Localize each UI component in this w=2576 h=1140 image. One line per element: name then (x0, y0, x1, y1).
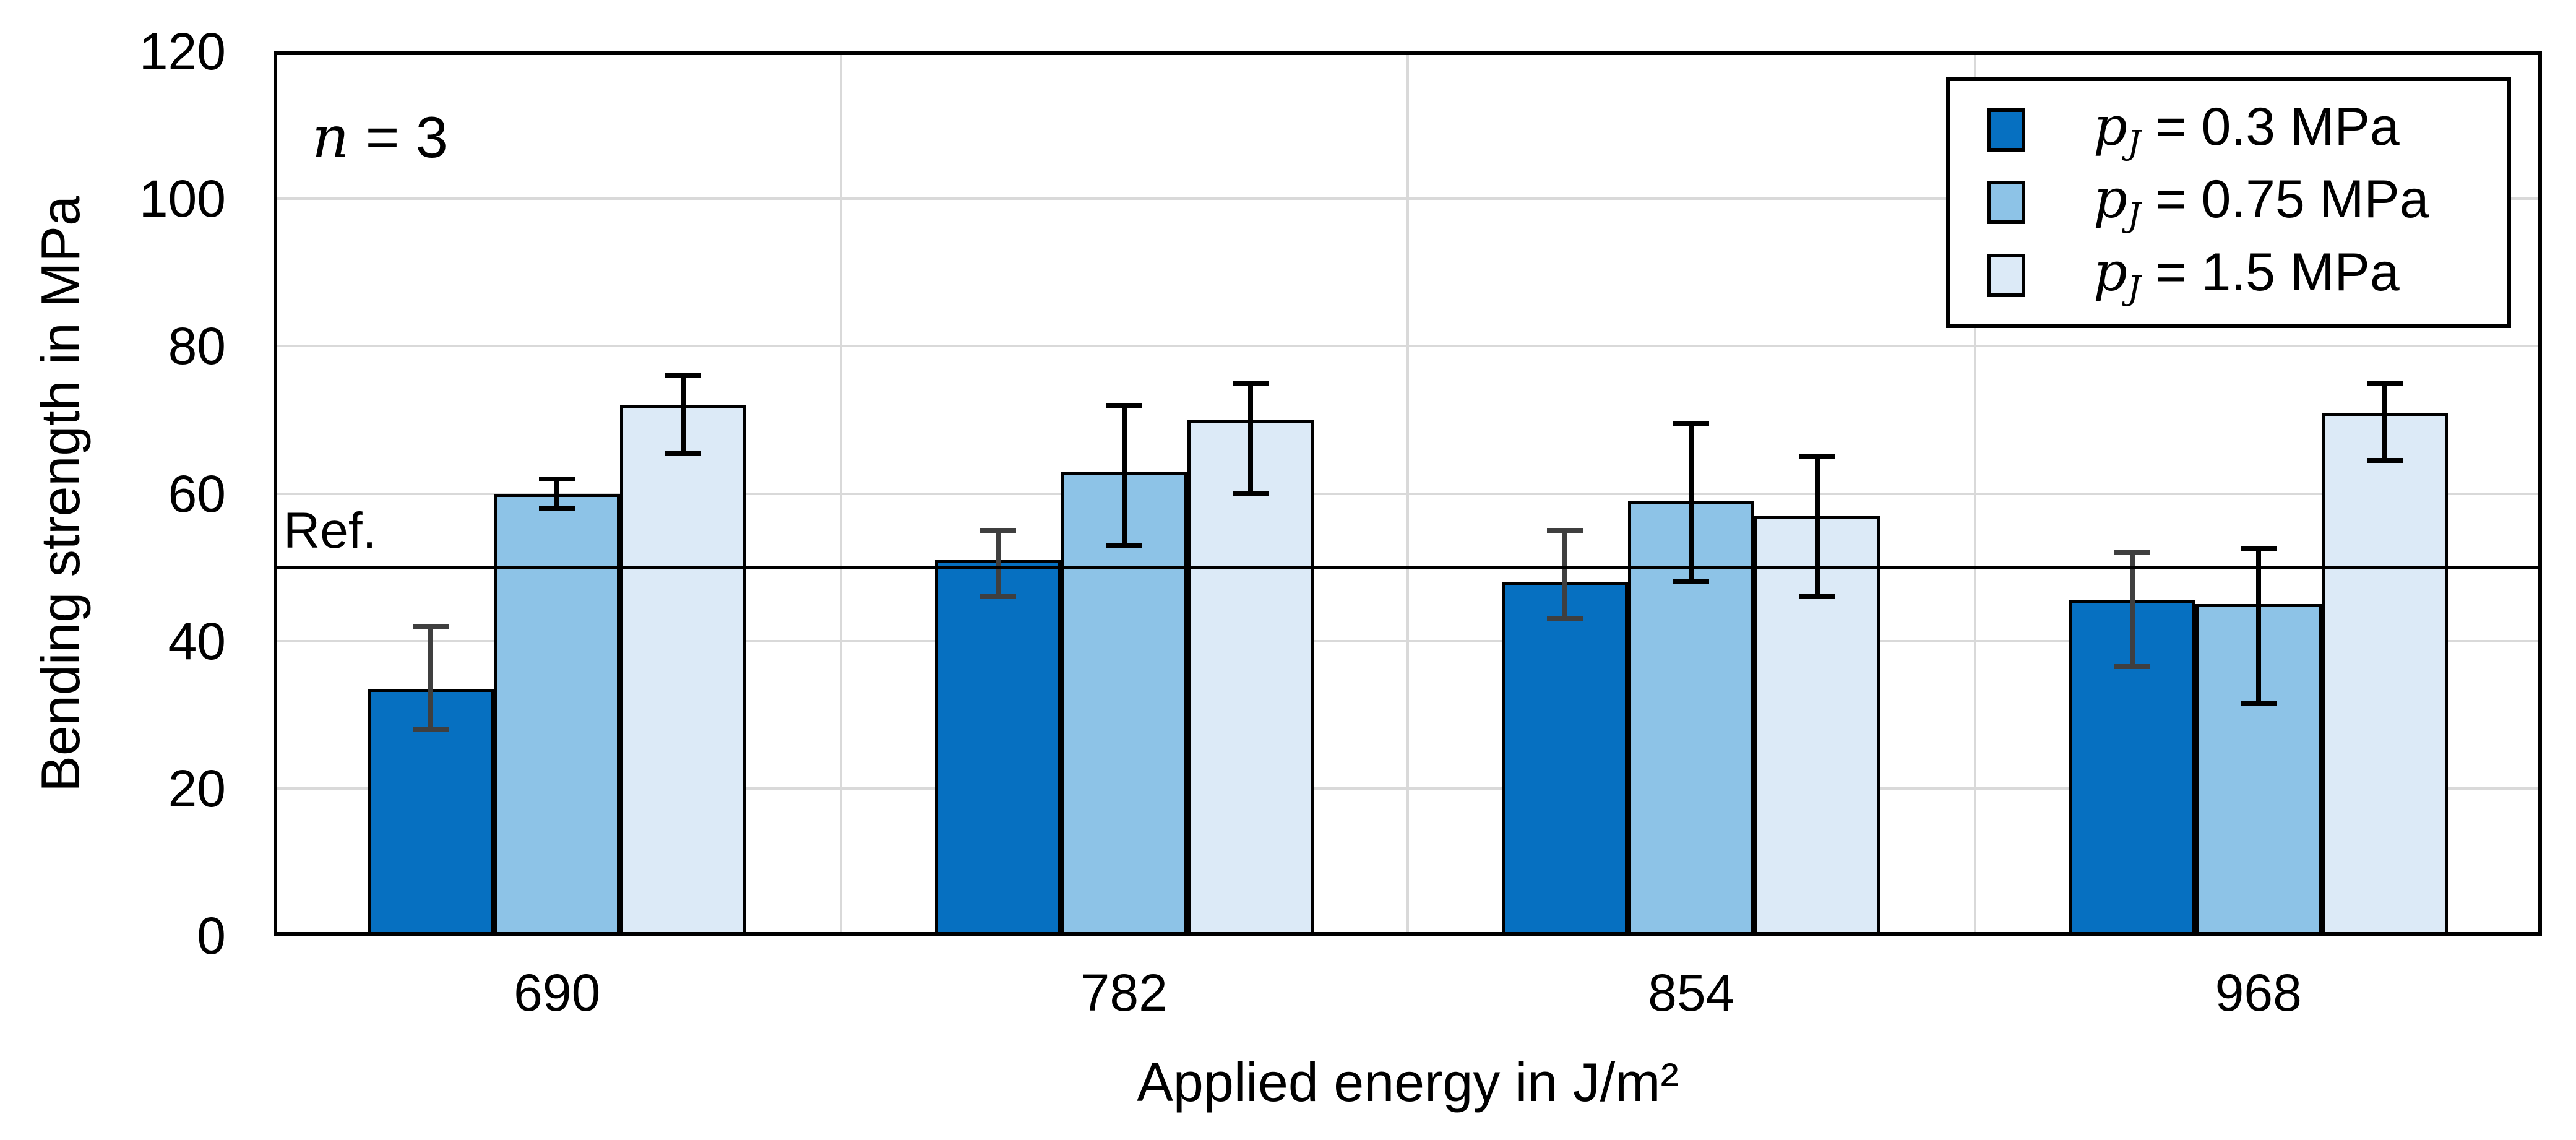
error-bar-782-series2 (1247, 382, 1253, 494)
error-cap-top-854-series0 (1547, 528, 1583, 533)
legend-item-2: pJ = 1.5 MPa (1987, 246, 2495, 305)
error-bar-854-series0 (1562, 530, 1568, 619)
y-tick-label-60: 60 (168, 464, 226, 523)
legend-rest-1: = 0.75 MPa (2140, 170, 2429, 230)
error-cap-bottom-968-series0 (2114, 664, 2150, 670)
legend-label-2: pJ = 1.5 MPa (2093, 246, 2400, 305)
bar-690-series1 (494, 493, 621, 936)
error-cap-top-782-series0 (980, 528, 1016, 533)
y-tick-label-80: 80 (168, 317, 226, 376)
error-cap-bottom-968-series1 (2240, 701, 2277, 706)
y-tick-label-20: 20 (168, 759, 226, 818)
error-cap-bottom-782-series1 (1106, 542, 1142, 548)
error-bar-854-series1 (1689, 423, 1694, 582)
error-cap-top-690-series0 (413, 623, 449, 629)
error-bar-968-series1 (2255, 548, 2261, 704)
x-tick-label-854: 854 (1648, 964, 1735, 1022)
x-axis-title: Applied energy in J/m² (1137, 1051, 1679, 1113)
x-tick-label-690: 690 (514, 964, 601, 1022)
bar-854-series0 (1502, 582, 1629, 936)
legend-swatch-2 (1987, 253, 2025, 297)
legend-item-1: pJ = 0.75 MPa (1987, 173, 2495, 232)
bar-782-series2 (1187, 420, 1314, 936)
legend-sub-2: J (2127, 269, 2141, 308)
legend-var-0: p (2093, 96, 2128, 158)
legend-swatch-0 (1987, 108, 2025, 152)
legend-sub-0: J (2127, 123, 2141, 162)
error-cap-top-690-series1 (539, 476, 575, 481)
gridline-v-3 (1973, 51, 1976, 936)
y-tick-label-100: 100 (139, 170, 226, 228)
error-cap-bottom-690-series0 (413, 727, 449, 732)
legend: pJ = 0.3 MPa pJ = 0.75 MPa pJ = 1.5 MPa (1946, 77, 2511, 328)
gridline-v-1 (839, 51, 842, 936)
y-tick-label-120: 120 (139, 22, 226, 80)
x-tick-label-968: 968 (2215, 964, 2302, 1022)
error-cap-top-854-series1 (1673, 421, 1710, 426)
sample-size-annotation: n = 3 (312, 108, 448, 167)
error-cap-bottom-690-series2 (665, 451, 702, 456)
error-cap-bottom-854-series0 (1547, 616, 1583, 621)
error-bar-782-series1 (1121, 405, 1127, 545)
x-tick-label-782: 782 (1080, 964, 1168, 1022)
error-bar-782-series0 (995, 530, 1001, 597)
legend-label-1: pJ = 0.75 MPa (2093, 173, 2429, 232)
error-cap-bottom-782-series0 (980, 594, 1016, 600)
legend-label-0: pJ = 0.3 MPa (2093, 100, 2400, 160)
annotation-variable: n (312, 104, 350, 171)
annotation-rest: = 3 (349, 105, 448, 170)
gridline-v-2 (1406, 51, 1409, 936)
error-cap-top-690-series2 (665, 373, 702, 378)
error-bar-690-series0 (428, 626, 434, 730)
error-cap-bottom-854-series2 (1799, 594, 1836, 600)
error-cap-bottom-782-series2 (1232, 491, 1269, 496)
bar-690-series2 (620, 405, 747, 936)
bar-782-series0 (934, 559, 1061, 936)
legend-item-0: pJ = 0.3 MPa (1987, 100, 2495, 160)
error-bar-968-series2 (2382, 382, 2387, 460)
error-cap-top-968-series0 (2114, 550, 2150, 555)
reference-line (274, 565, 2542, 569)
y-tick-label-40: 40 (168, 611, 226, 670)
error-bar-690-series2 (681, 375, 686, 453)
error-cap-top-854-series2 (1799, 454, 1836, 459)
legend-swatch-1 (1987, 181, 2025, 225)
legend-rest-2: = 1.5 MPa (2140, 242, 2400, 302)
plot-area: Ref. n = 3 pJ = 0.3 MPa pJ = 0.75 MPa pJ =… (274, 51, 2542, 936)
error-cap-bottom-854-series1 (1673, 579, 1710, 585)
bar-782-series1 (1061, 471, 1187, 936)
error-cap-bottom-968-series2 (2366, 457, 2403, 463)
legend-sub-1: J (2127, 196, 2141, 235)
legend-var-1: p (2093, 168, 2128, 231)
error-cap-bottom-690-series1 (539, 506, 575, 511)
error-cap-top-968-series2 (2366, 380, 2403, 386)
legend-rest-0: = 0.3 MPa (2140, 97, 2400, 157)
error-bar-690-series1 (554, 478, 560, 509)
error-cap-top-782-series2 (1232, 380, 1269, 386)
error-bar-854-series2 (1815, 456, 1820, 597)
bar-968-series2 (2321, 412, 2448, 936)
error-cap-top-968-series1 (2240, 546, 2277, 551)
error-cap-top-782-series1 (1106, 402, 1142, 408)
error-bar-968-series0 (2129, 552, 2135, 667)
legend-var-2: p (2093, 241, 2128, 303)
reference-line-label: Ref. (283, 502, 377, 559)
y-tick-label-0: 0 (197, 907, 226, 965)
